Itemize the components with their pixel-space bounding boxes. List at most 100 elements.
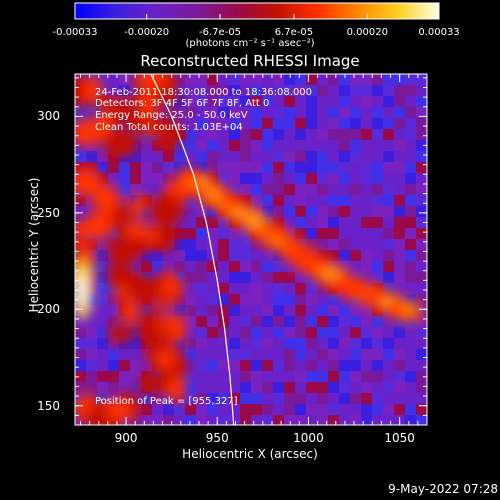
heatmap-cell [372, 261, 383, 272]
heatmap-cell [108, 294, 119, 305]
heatmap-cell [86, 195, 97, 206]
heatmap-cell [350, 382, 361, 393]
heatmap-cell [372, 184, 383, 195]
heatmap-cell [273, 162, 284, 173]
heatmap-cell [284, 349, 295, 360]
heatmap-cell [273, 118, 284, 129]
heatmap-cell [372, 239, 383, 250]
heatmap-cell [218, 228, 229, 239]
heatmap-cell [405, 74, 416, 85]
heatmap-cell [394, 283, 405, 294]
heatmap-cell [196, 393, 207, 404]
heatmap-cell [229, 129, 240, 140]
heatmap-cell [108, 162, 119, 173]
heatmap-cell [119, 195, 130, 206]
heatmap-cell [372, 129, 383, 140]
heatmap-cell [405, 404, 416, 415]
heatmap-cell [306, 393, 317, 404]
heatmap-cell [284, 382, 295, 393]
heatmap-cell [218, 250, 229, 261]
heatmap-cell [251, 195, 262, 206]
heatmap-cell [218, 173, 229, 184]
heatmap-cell [394, 107, 405, 118]
heatmap-cell [372, 140, 383, 151]
heatmap-cell [383, 316, 394, 327]
heatmap-cell [141, 261, 152, 272]
heatmap-cell [372, 382, 383, 393]
heatmap-cell [251, 107, 262, 118]
heatmap-cell [273, 283, 284, 294]
heatmap-cell [372, 338, 383, 349]
heatmap-cell [185, 250, 196, 261]
heatmap-cell [185, 195, 196, 206]
heatmap-cell [317, 140, 328, 151]
heatmap-cell [207, 96, 218, 107]
heatmap-cell [405, 195, 416, 206]
y-axis-label: Heliocentric Y (arcsec) [27, 177, 41, 313]
heatmap-cell [394, 151, 405, 162]
heatmap-cell [317, 250, 328, 261]
heatmap-cell [350, 74, 361, 85]
heatmap-cell [174, 239, 185, 250]
heatmap-cell [306, 404, 317, 415]
heatmap-cell [251, 316, 262, 327]
heatmap-cell [196, 360, 207, 371]
heatmap-cell [405, 371, 416, 382]
heatmap-cell [240, 184, 251, 195]
heatmap-cell [394, 327, 405, 338]
heatmap-cell [240, 327, 251, 338]
heatmap-cell [273, 305, 284, 316]
heatmap-cell [196, 305, 207, 316]
heatmap-cell [361, 272, 372, 283]
heatmap-cell [372, 206, 383, 217]
heatmap-cell [262, 118, 273, 129]
heatmap-cell [361, 338, 372, 349]
heatmap-cell [196, 140, 207, 151]
heatmap-cell [218, 415, 229, 425]
solar-limb-arc [150, 74, 235, 425]
heatmap-cell [394, 217, 405, 228]
heatmap-cell [350, 371, 361, 382]
heatmap-cell [372, 360, 383, 371]
heatmap-cell [361, 404, 372, 415]
heatmap-cell [207, 371, 218, 382]
heatmap-cell [372, 250, 383, 261]
heatmap-cell [317, 195, 328, 206]
heatmap-cell [229, 371, 240, 382]
heatmap-cell [240, 272, 251, 283]
colorbar-tick-label: -0.00033 [52, 27, 98, 38]
heatmap-cell [251, 151, 262, 162]
heatmap-cell [394, 96, 405, 107]
heatmap-cell [119, 184, 130, 195]
heatmap-cell [416, 404, 427, 415]
heatmap-cell [86, 349, 97, 360]
heatmap-cell [295, 85, 306, 96]
heatmap-cell [163, 261, 174, 272]
heatmap-cell [262, 140, 273, 151]
heatmap-cell [350, 250, 361, 261]
heatmap-cell [174, 74, 185, 85]
x-tick-label: 1050 [384, 431, 415, 445]
heatmap-cell [108, 228, 119, 239]
heatmap-cell [361, 140, 372, 151]
heatmap-warm-blob [134, 74, 171, 88]
heatmap-cell [328, 239, 339, 250]
heatmap-cell [229, 393, 240, 404]
heatmap-cell [306, 195, 317, 206]
heatmap-cell [207, 85, 218, 96]
heatmap-cell [394, 184, 405, 195]
heatmap-cell [405, 327, 416, 338]
heatmap-cell [361, 250, 372, 261]
heatmap-cell [295, 140, 306, 151]
heatmap-cell [350, 316, 361, 327]
heatmap-cell [218, 261, 229, 272]
heatmap-cell [361, 118, 372, 129]
heatmap-cell [339, 360, 350, 371]
heatmap-cell [196, 85, 207, 96]
annotation-detectors: Detectors: 3F 4F 5F 6F 7F 8F, Att 0 [95, 98, 270, 109]
heatmap-cell [273, 107, 284, 118]
heatmap-cell [383, 74, 394, 85]
chart-title: Reconstructed RHESSI Image [140, 52, 360, 70]
heatmap-cell [361, 228, 372, 239]
heatmap-cell [383, 118, 394, 129]
